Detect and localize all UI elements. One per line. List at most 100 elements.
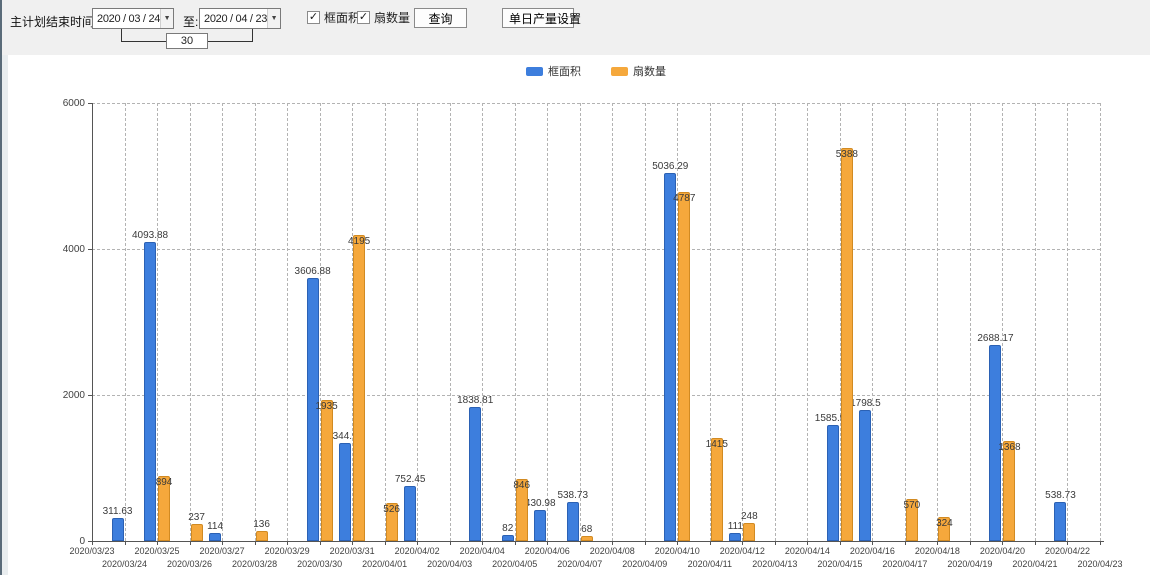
bracket-line [121, 29, 122, 42]
fan-checkbox-label[interactable]: 扇数量 [374, 11, 411, 25]
x-tick-label: 2020/04/05 [492, 559, 538, 569]
bar-frame-area[interactable] [339, 442, 352, 541]
date-to-value[interactable]: 2020 / 04 / 23 [204, 12, 268, 25]
bar-value-label: 1935 [315, 400, 338, 412]
v-gridline [1100, 103, 1101, 541]
bar-value-label: 1415 [705, 438, 728, 450]
legend-item-area[interactable]: 框面积 [526, 63, 581, 79]
bar-fan-count[interactable] [515, 479, 528, 541]
bar-value-label: 237 [188, 511, 205, 523]
date-from-value[interactable]: 2020 / 03 / 24 [97, 12, 161, 25]
y-tick-label: 4000 [62, 244, 85, 255]
interval-days-input[interactable]: 30 [166, 33, 208, 49]
v-gridline [774, 103, 776, 541]
bar-value-label: 752.45 [394, 474, 426, 486]
query-button[interactable]: 查询 [414, 8, 467, 28]
x-tick-label: 2020/03/28 [232, 559, 278, 569]
bar-frame-area[interactable] [306, 277, 319, 541]
x-tick-label: 2020/04/08 [589, 546, 635, 556]
bar-frame-area[interactable] [566, 501, 579, 541]
v-gridline [1002, 103, 1004, 541]
v-gridline [482, 103, 484, 541]
x-tick-label: 2020/04/06 [524, 546, 570, 556]
legend-item-fan[interactable]: 扇数量 [611, 63, 666, 79]
x-tick-label: 2020/04/17 [882, 559, 928, 569]
bar-fan-count[interactable] [255, 531, 268, 541]
x-axis-tick [449, 541, 451, 545]
x-tick-label: 2020/04/21 [1012, 559, 1058, 569]
x-axis-tick [189, 541, 191, 545]
x-axis-tick [482, 541, 484, 545]
x-tick-label: 2020/03/24 [101, 559, 148, 569]
v-gridline [677, 103, 679, 541]
v-gridline [254, 103, 256, 541]
x-axis-tick [677, 541, 679, 545]
x-tick-label: 2020/04/14 [784, 546, 830, 556]
bar-fan-count[interactable] [678, 191, 691, 541]
bar-fan-count[interactable] [743, 522, 756, 541]
bar-value-label: 2688.17 [977, 332, 1014, 344]
v-gridline [937, 103, 939, 541]
v-gridline [384, 103, 386, 541]
bar-frame-area[interactable] [1054, 501, 1067, 541]
v-gridline [124, 103, 126, 541]
bar-frame-area[interactable] [859, 409, 872, 541]
x-tick-label: 2020/04/02 [394, 546, 440, 556]
y-tick-label: 6000 [62, 98, 85, 109]
bar-fan-count[interactable] [190, 523, 203, 541]
date-from-picker[interactable]: 2020 / 03 / 24 ▼ [92, 8, 174, 29]
checkmark-icon[interactable]: ✓ [357, 11, 370, 24]
v-gridline [287, 103, 289, 541]
checkmark-icon[interactable]: ✓ [307, 11, 320, 24]
v-gridline [839, 103, 841, 541]
date-to-picker[interactable]: 2020 / 04 / 23 ▼ [199, 8, 281, 29]
bar-fan-count[interactable] [385, 502, 398, 541]
fan-checkbox[interactable]: ✓ 扇数量 [357, 9, 410, 26]
bar-fan-count[interactable] [840, 147, 853, 541]
area-checkbox-label[interactable]: 框面积 [324, 11, 361, 25]
y-tick-label: 2000 [62, 390, 85, 401]
bar-fan-count[interactable] [710, 437, 723, 541]
v-gridline [742, 103, 744, 541]
bar-frame-area[interactable] [209, 532, 222, 541]
bar-frame-area[interactable] [989, 344, 1002, 541]
x-tick-label: 2020/04/09 [622, 559, 668, 569]
bar-frame-area[interactable] [404, 486, 417, 541]
v-gridline [352, 103, 354, 541]
x-axis-tick [222, 541, 224, 545]
bar-frame-area[interactable] [111, 518, 124, 541]
v-gridline [449, 103, 451, 541]
bar-frame-area[interactable] [144, 242, 157, 541]
x-tick-label: 2020/04/04 [459, 546, 505, 556]
bar-frame-area[interactable] [469, 406, 482, 541]
bar-frame-area[interactable] [534, 509, 547, 541]
v-gridline [547, 103, 549, 541]
chevron-down-icon[interactable]: ▼ [160, 9, 173, 28]
bar-fan-count[interactable] [1003, 441, 1016, 541]
daily-output-settings-button[interactable]: 单日产量设置 [502, 8, 581, 28]
bar-fan-count[interactable] [580, 536, 593, 541]
bar-fan-count[interactable] [905, 499, 918, 541]
bar-frame-area[interactable] [501, 535, 514, 541]
bar-fan-count[interactable] [938, 517, 951, 541]
y-axis [92, 103, 93, 541]
x-axis-tick [742, 541, 744, 545]
x-tick-label: 2020/03/25 [134, 546, 180, 556]
bar-frame-area[interactable] [826, 425, 839, 541]
bar-fan-count[interactable] [353, 234, 366, 541]
x-tick-label: 2020/04/07 [557, 559, 603, 569]
x-tick-label: 2020/03/26 [167, 559, 213, 569]
area-checkbox[interactable]: ✓ 框面积 [307, 9, 360, 26]
legend-label: 扇数量 [633, 66, 666, 78]
bar-frame-area[interactable] [729, 532, 742, 541]
chevron-down-icon[interactable]: ▼ [267, 9, 280, 28]
bar-fan-count[interactable] [320, 399, 333, 541]
bar-frame-area[interactable] [664, 173, 677, 541]
v-gridline [1067, 103, 1069, 541]
x-tick-label: 2020/04/12 [719, 546, 765, 556]
x-axis-tick [1067, 541, 1069, 545]
bracket-line [121, 41, 166, 42]
x-axis-tick [287, 541, 289, 545]
bar-fan-count[interactable] [158, 475, 171, 541]
v-gridline [157, 103, 159, 541]
